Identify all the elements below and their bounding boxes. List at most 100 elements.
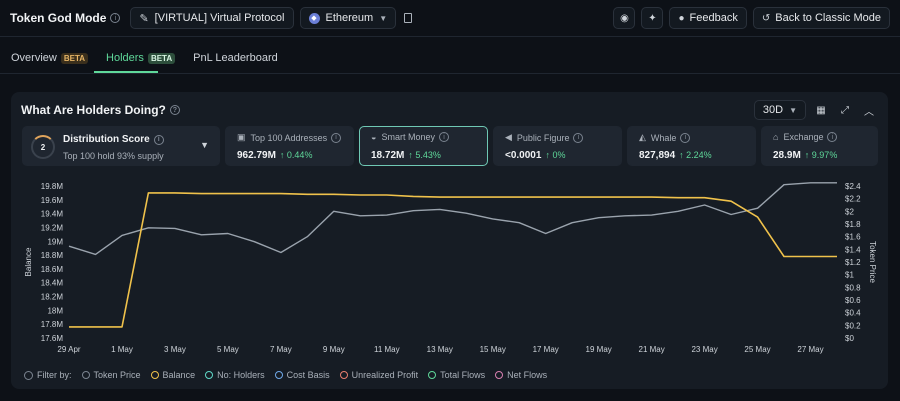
token-selector[interactable]: ✎ [VIRTUAL] Virtual Protocol	[130, 7, 294, 29]
tab-overview[interactable]: Overview BETA	[11, 50, 89, 66]
pin-button[interactable]: ✦	[641, 7, 664, 29]
x-tick-label: 17 May	[533, 345, 559, 354]
y2-tick-label: $1.6	[845, 233, 861, 242]
legend-total-flows[interactable]: Total Flows	[428, 370, 485, 380]
y-tick-label: 19.2M	[41, 223, 64, 232]
filter-label: Filter by:	[24, 370, 72, 380]
y2-tick-label: $0.4	[845, 309, 861, 318]
pencil-icon: ✎	[139, 12, 149, 25]
card-change: ↑ 9.97%	[804, 150, 838, 160]
radio-icon	[339, 371, 348, 379]
y2-tick-label: $0.8	[845, 283, 861, 292]
brain-icon: ◒	[371, 132, 377, 142]
chain-selector[interactable]: ◆ Ethereum ▼	[299, 7, 397, 29]
panel-tools: 30D ▼ ▦ ⤢ ︿	[753, 100, 878, 120]
card-label: ◒ Smart Money i	[371, 132, 449, 142]
card-smart-money[interactable]: ◒ Smart Money i 18.72M ↑ 5.43%	[359, 126, 488, 166]
card-label-text: Exchange	[783, 132, 824, 142]
panel-title-text: What Are Holders Doing?	[21, 103, 166, 117]
chevron-down-icon: ▼	[789, 105, 797, 115]
info-icon[interactable]: i	[827, 132, 838, 142]
megaphone-icon: ◀	[505, 132, 512, 142]
beta-badge: BETA	[60, 52, 89, 64]
expand-button[interactable]: ⤢	[836, 101, 854, 119]
x-tick-label: 7 May	[270, 345, 292, 354]
card-exchange[interactable]: ⌂ Exchange i 28.9M ↑ 9.97%	[761, 126, 878, 166]
x-tick-label: 27 May	[797, 345, 823, 354]
pin-icon: ✦	[648, 12, 657, 24]
card-label: ◭ Whale i	[639, 132, 691, 143]
x-tick-label: 3 May	[164, 345, 186, 354]
range-selector[interactable]: 30D ▼	[753, 100, 806, 120]
y2-tick-label: $1.2	[845, 258, 861, 267]
card-change: ↑ 0%	[545, 150, 566, 160]
legend-no-holders[interactable]: No: Holders	[205, 370, 265, 380]
legend-net-flows[interactable]: Net Flows	[495, 370, 547, 380]
y2-tick-label: $0.6	[845, 296, 861, 305]
card-label-text: Public Figure	[516, 132, 570, 143]
distribution-title: Distribution Score i	[63, 134, 164, 145]
beta-badge: BETA	[147, 52, 176, 64]
x-tick-label: 19 May	[586, 345, 612, 354]
y-tick-label: 18M	[47, 306, 63, 315]
feedback-button[interactable]: ● Feedback	[669, 7, 747, 29]
info-icon[interactable]: i	[110, 13, 121, 23]
card-change: ↑ 0.44%	[279, 150, 313, 160]
info-icon[interactable]: i	[153, 134, 164, 145]
card-value-text: <0.0001	[505, 150, 542, 161]
legend-label: Unrealized Profit	[351, 370, 419, 380]
legend-label: Token Price	[93, 370, 141, 380]
y2-tick-label: $2.2	[845, 195, 861, 204]
y-tick-label: 19M	[47, 237, 63, 246]
active-tab-indicator	[94, 71, 158, 73]
y-tick-label: 17.8M	[41, 320, 64, 329]
back-to-classic-button[interactable]: ↺ Back to Classic Mode	[752, 7, 890, 29]
expand-icon: ⤢	[841, 104, 849, 116]
y2-tick-label: $1	[845, 271, 854, 280]
panel-title: What Are Holders Doing? ?	[21, 103, 180, 117]
legend-unrealized-profit[interactable]: Unrealized Profit	[339, 370, 419, 380]
eye-button[interactable]: ◉	[613, 7, 636, 29]
top-bar: Token God Mode i ✎ [VIRTUAL] Virtual Pro…	[0, 0, 900, 37]
calendar-button[interactable]: ▦	[812, 101, 830, 119]
radio-icon	[81, 371, 90, 379]
tab-holders[interactable]: Holders BETA	[106, 50, 176, 66]
card-public-figure[interactable]: ◀ Public Figure i <0.0001 ↑ 0%	[493, 126, 622, 166]
card-label: ◀ Public Figure i	[505, 132, 584, 143]
whale-icon: ◭	[639, 132, 646, 142]
legend-label: Net Flows	[507, 370, 548, 380]
info-icon[interactable]: i	[438, 132, 449, 142]
distribution-title-text: Distribution Score	[63, 134, 150, 145]
info-icon[interactable]: i	[680, 132, 691, 143]
card-top-100-addresses[interactable]: ▣ Top 100 Addresses i 962.79M ↑ 0.44%	[225, 126, 354, 166]
legend-balance[interactable]: Balance	[150, 370, 195, 380]
collapse-button[interactable]: ︿	[860, 101, 878, 119]
y2-tick-label: $2	[845, 207, 854, 216]
card-whale[interactable]: ◭ Whale i 827,894 ↑ 2.24%	[627, 126, 756, 166]
chain-name: Ethereum	[325, 12, 374, 24]
card-value-text: 28.9M	[773, 150, 801, 161]
token-name: [VIRTUAL] Virtual Protocol	[154, 12, 285, 24]
y2-tick-label: $2.4	[845, 182, 861, 191]
card-value: 18.72M ↑ 5.43%	[371, 150, 441, 161]
tab-pnl-leaderboard[interactable]: PnL Leaderboard	[193, 50, 278, 66]
copy-icon[interactable]	[404, 13, 413, 23]
info-icon[interactable]: i	[331, 132, 342, 143]
card-change: ↑ 5.43%	[408, 150, 441, 160]
filter-icon	[24, 370, 33, 380]
legend-label: No: Holders	[217, 370, 265, 380]
info-icon[interactable]: ?	[169, 105, 180, 115]
x-tick-label: 11 May	[374, 345, 400, 354]
info-icon[interactable]: i	[573, 132, 584, 143]
chevron-down-icon: ▼	[200, 140, 209, 150]
app-title: Token God Mode	[10, 11, 107, 25]
legend-token-price[interactable]: Token Price	[81, 370, 141, 380]
y-tick-label: 19.4M	[41, 210, 64, 219]
radio-icon	[274, 371, 283, 379]
card-change: ↑ 2.24%	[679, 150, 712, 160]
legend-cost-basis[interactable]: Cost Basis	[274, 370, 330, 380]
radio-icon	[428, 371, 437, 379]
distribution-score-card[interactable]: 2 Distribution Score i Top 100 hold 93% …	[22, 126, 220, 166]
ethereum-icon: ◆	[308, 12, 320, 24]
